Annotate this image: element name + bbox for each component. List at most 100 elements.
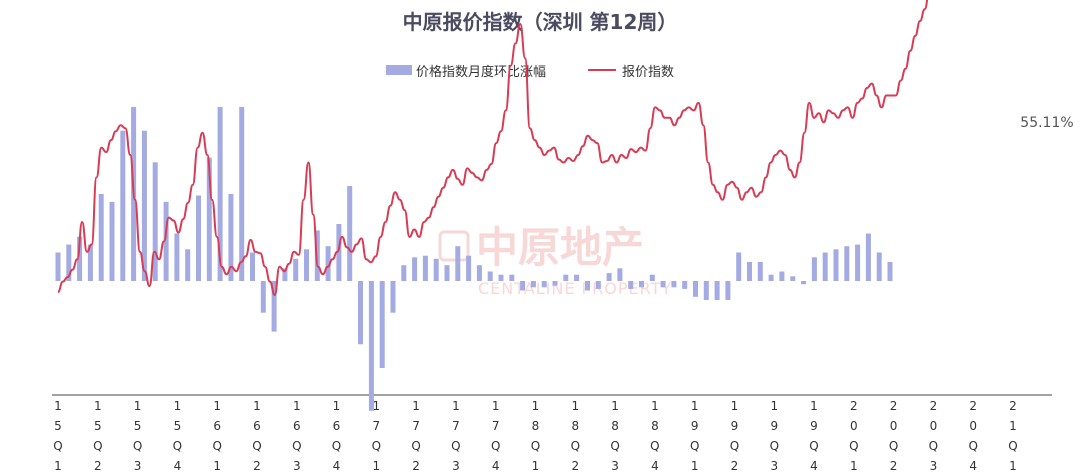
bar [714,281,720,300]
bar [250,252,255,281]
bar [498,274,504,281]
legend-item-bar[interactable]: 价格指数月度环比涨幅 [386,61,546,80]
bar [520,281,526,291]
legend-swatch-line [588,69,617,71]
bar-series [55,106,893,411]
watermark: 中原地产 CENTALINE PROPERTY [438,223,672,298]
bar [563,274,569,281]
legend-label-bar: 价格指数月度环比涨幅 [416,64,547,80]
bar [628,281,634,289]
legend-item-line[interactable]: 报价指数 [588,61,674,80]
bar [574,274,580,281]
bar [433,258,439,281]
bar [476,265,482,281]
bar [358,281,363,345]
end-value-label: 55.11% [1020,115,1073,131]
bar [487,271,493,281]
bar [455,246,461,281]
bar [282,268,288,281]
bar [325,246,331,281]
bar [239,106,245,282]
bar [649,274,655,281]
bar [109,201,115,281]
bar [152,162,158,281]
legend-label-line: 报价指数 [622,64,675,80]
watermark-text: 中原地产 [476,223,644,272]
bar [530,281,536,288]
bar [412,257,418,281]
bar [466,255,472,281]
bar [747,262,752,281]
bar [260,281,266,313]
x-axis-ticks: 1 5 Q 1 1 5 Q 2 1 5 Q 3 1 5 Q 4 1 6 Q 1 1 6 Q 2 1 6 Q 3 1 6 Q 4 1 7 Q 1 1 7 Q 2… [53,399,1017,473]
bar [379,281,385,368]
bar [887,262,893,281]
bar [55,252,61,281]
bar [725,281,731,300]
bar [606,273,612,281]
bar [77,236,83,281]
bar [865,233,871,281]
bar [509,274,515,281]
bar [639,281,644,288]
bar [304,249,309,281]
bar [876,252,882,281]
chart-title: 中原报价指数（深圳 第12周） [402,10,678,34]
bar [120,130,126,281]
bar [401,265,407,281]
bar [174,233,180,281]
bar [271,281,277,332]
watermark-logo [438,230,470,262]
bar [541,281,547,288]
bar [822,252,828,281]
bar [422,255,428,281]
bar [206,157,212,281]
bar [336,224,342,281]
bar [768,274,774,281]
bar [368,281,374,411]
bar [844,246,850,281]
bar [98,194,104,281]
bar [163,201,169,281]
bar [293,258,299,281]
bar [693,281,698,297]
bar [66,244,72,281]
bar [87,244,93,281]
bar [347,186,353,281]
line-series [57,0,929,296]
chart-legend: 价格指数月度环比涨幅 报价指数 [386,61,716,80]
bar [617,268,623,281]
bar [444,265,450,281]
bar [671,281,677,288]
bar [552,281,558,286]
bar [736,252,742,281]
watermark-subtext: CENTALINE PROPERTY [478,279,672,298]
bar [855,244,861,281]
bar [595,281,601,289]
bar [703,281,709,300]
bar [833,249,839,281]
bar [585,281,590,291]
